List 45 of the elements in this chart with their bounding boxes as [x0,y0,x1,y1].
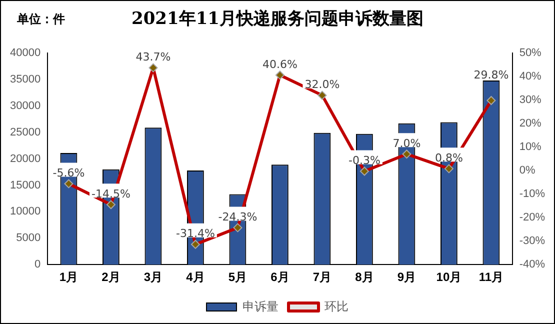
data-label: 29.8% [474,68,509,82]
data-label: 40.6% [262,58,298,71]
y-tick-label: 20000 [10,152,41,165]
y2-tick-label: 20% [519,118,542,130]
x-tick-label: 4月 [186,270,205,284]
y2-tick-label: 40% [519,70,542,83]
legend-label: 申诉量 [242,299,278,314]
data-label: 43.7% [136,50,171,64]
y2-tick-label: -40% [519,258,546,271]
legend-label: 环比 [324,299,348,314]
x-tick-label: 10月 [436,270,462,284]
y-tick-label: 30000 [10,100,41,112]
x-tick-label: 11月 [478,270,504,284]
data-label: -14.5% [92,188,130,201]
x-tick-label: 9月 [397,270,416,284]
y-tick-label: 40000 [10,47,41,60]
y-tick-label: 25000 [10,126,41,138]
chart-title: 2021年11月快递服务问题申诉数量图 [132,9,424,29]
y2-tick-label: -20% [519,212,546,224]
y-tick-label: 5000 [16,232,41,244]
y2-tick-label: -10% [519,188,546,200]
data-label: -0.3% [348,154,380,168]
x-tick-label: 6月 [270,270,290,284]
x-tick-label: 3月 [144,270,163,284]
y2-tick-label: -30% [519,235,546,248]
y2-tick-label: 50% [519,47,542,60]
y2-tick-label: 10% [519,141,542,154]
y2-tick-label: 0% [519,164,536,177]
data-label: -24.3% [218,210,258,224]
data-label: -5.6% [52,166,85,180]
y-tick-label: 35000 [10,73,41,86]
y-tick-label: 10000 [10,206,41,218]
y2-tick-label: 30% [519,94,542,106]
y-tick-label: 15000 [10,179,41,192]
data-label: 32.0% [304,78,340,92]
x-tick-label: 5月 [228,270,248,284]
data-label: -31.4% [176,227,215,240]
x-tick-label: 7月 [312,270,332,284]
x-tick-label: 1月 [59,270,78,284]
data-label: 0.8% [434,152,463,165]
data-label: 7.0% [392,136,421,150]
y-tick-label: 0 [34,258,41,271]
x-tick-label: 8月 [355,270,374,284]
text: 单位：件 [17,11,65,28]
x-tick-label: 2月 [102,270,120,284]
